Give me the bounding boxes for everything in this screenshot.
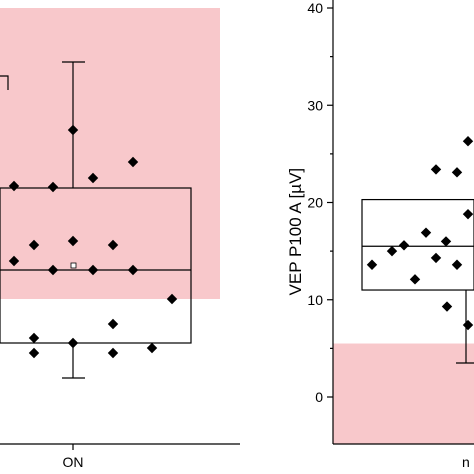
left-point xyxy=(107,239,119,251)
right-y-tick-label: 40 xyxy=(307,0,323,16)
left-points xyxy=(8,124,178,359)
right-point xyxy=(430,252,442,264)
left-point xyxy=(28,347,40,359)
left-point xyxy=(107,347,119,359)
left-box xyxy=(0,187,192,344)
left-point xyxy=(87,264,99,276)
left-point xyxy=(47,264,59,276)
right-y-tick-label: 10 xyxy=(307,292,323,308)
left-point xyxy=(166,293,178,305)
right-shaded-region xyxy=(333,343,474,444)
right-y-ticks: 0 10 20 30 40 xyxy=(307,0,333,405)
left-point xyxy=(67,124,79,136)
right-point xyxy=(398,240,410,251)
right-y-tick-label: 30 xyxy=(307,97,323,113)
right-points xyxy=(366,136,474,331)
left-x-tick-label-on: ON xyxy=(63,454,84,470)
left-point xyxy=(8,255,20,267)
left-point xyxy=(28,332,40,344)
left-point xyxy=(146,342,158,354)
right-point xyxy=(409,274,421,285)
right-y-tick-label: 0 xyxy=(315,389,323,405)
right-point xyxy=(386,245,398,257)
right-point xyxy=(462,136,474,147)
left-point xyxy=(87,172,99,184)
left-point xyxy=(127,264,139,276)
right-y-axis-label: VEP P100 A [µV] xyxy=(286,168,305,296)
right-point xyxy=(440,236,452,247)
left-point xyxy=(127,156,139,168)
left-point xyxy=(47,181,59,193)
right-y-tick-label: 20 xyxy=(307,195,323,211)
right-panel: 0 10 20 30 40 VEP P100 A [µV] n xyxy=(286,0,474,470)
right-point xyxy=(366,259,378,270)
right-point xyxy=(451,259,463,270)
left-point xyxy=(28,239,40,251)
right-point xyxy=(451,167,463,178)
left-point xyxy=(67,235,79,247)
left-mean-marker xyxy=(70,262,77,269)
right-point xyxy=(441,301,453,312)
right-point xyxy=(420,227,432,238)
right-point xyxy=(462,208,474,220)
right-point xyxy=(430,164,442,175)
left-bracket-fragment xyxy=(0,75,9,90)
right-box xyxy=(361,198,474,291)
left-shaded-region xyxy=(0,8,220,299)
left-point xyxy=(107,318,119,330)
right-point xyxy=(462,319,474,331)
right-x-tick-label-partial: n xyxy=(462,454,470,470)
left-point xyxy=(8,180,20,192)
left-panel: ON xyxy=(0,8,240,470)
left-point xyxy=(67,337,79,349)
